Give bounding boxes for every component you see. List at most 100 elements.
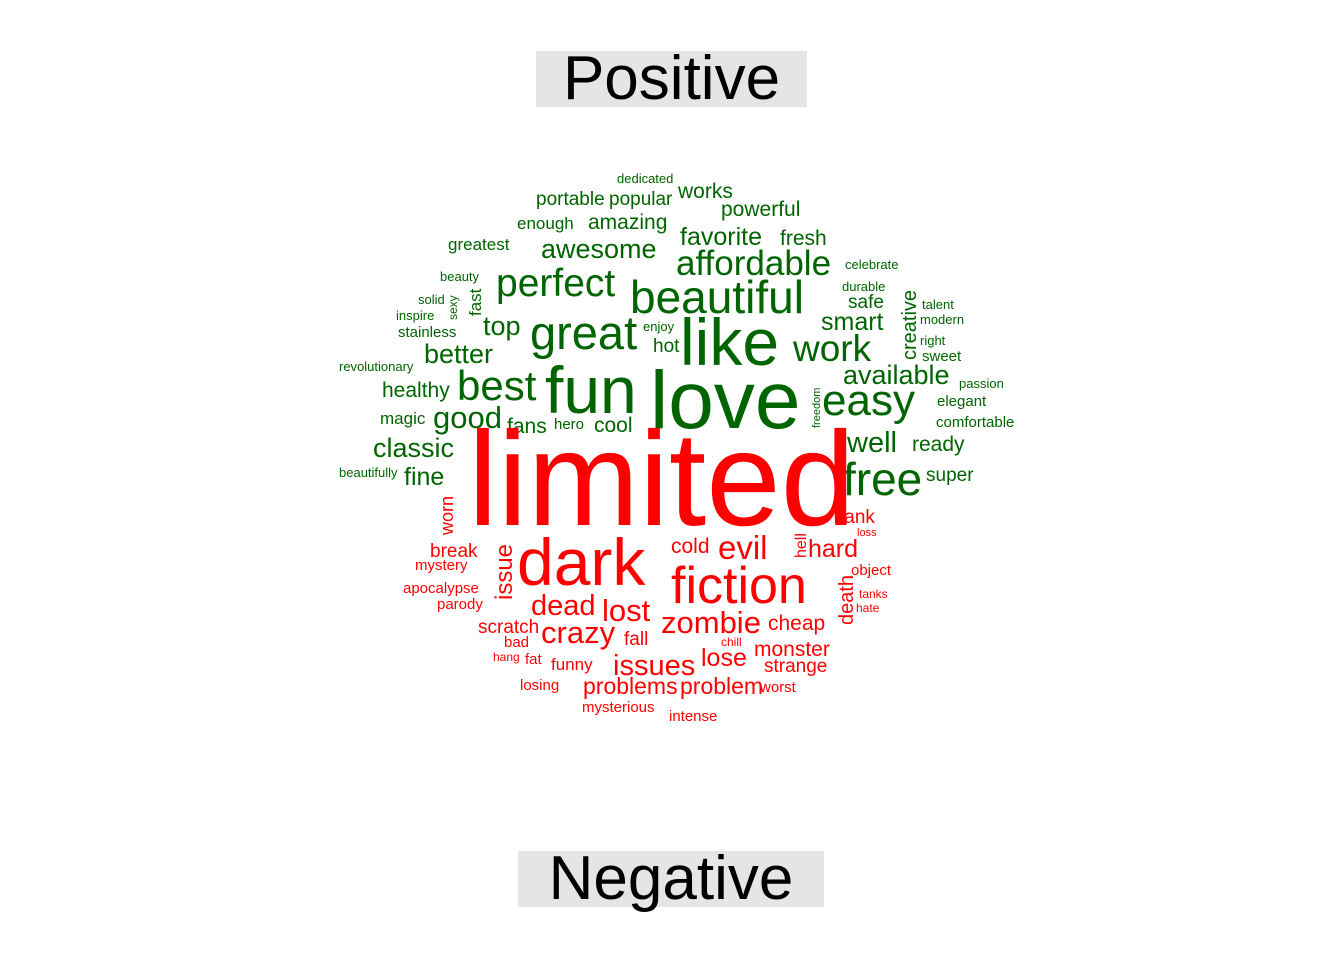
negative-word-crazy: crazy — [541, 615, 616, 650]
positive-word-sweet: sweet — [922, 348, 962, 365]
positive-word-affordable: affordable — [676, 244, 831, 283]
positive-word-healthy: healthy — [382, 379, 450, 402]
positive-word-ready: ready — [912, 433, 965, 456]
negative-word-intense: intense — [669, 708, 717, 725]
positive-word-great: great — [530, 306, 637, 359]
positive-word-love: love — [650, 355, 800, 446]
positive-word-celebrate: celebrate — [845, 257, 898, 272]
positive-word-work: work — [792, 328, 872, 369]
positive-word-cool: cool — [594, 414, 633, 437]
positive-word-magic: magic — [380, 409, 426, 428]
positive-word-safe: safe — [848, 292, 884, 313]
negative-word-fat: fat — [525, 651, 543, 668]
positive-word-best: best — [457, 362, 537, 409]
negative-word-hard: hard — [808, 535, 858, 563]
negative-word-issue: issue — [491, 544, 518, 600]
negative-word-problem: problem — [680, 673, 763, 699]
positive-word-classic: classic — [373, 433, 454, 463]
negative-word-strange: strange — [764, 656, 827, 677]
positive-word-top: top — [483, 311, 521, 341]
negative-word-mysterious: mysterious — [582, 699, 655, 716]
positive-word-comfortable: comfortable — [936, 414, 1014, 431]
positive-word-beautifully: beautifully — [339, 465, 398, 480]
positive-word-elegant: elegant — [937, 393, 987, 410]
negative-word-dead: dead — [531, 590, 596, 622]
positive-word-available: available — [843, 360, 950, 390]
positive-word-hot: hot — [653, 336, 680, 357]
positive-word-solid: solid — [418, 292, 445, 307]
positive-word-better: better — [424, 339, 493, 369]
negative-word-worn: worn — [437, 496, 457, 536]
negative-word-worst: worst — [759, 679, 797, 696]
positive-word-greatest: greatest — [448, 235, 510, 254]
positive-word-popular: popular — [609, 189, 673, 210]
negative-word-issues: issues — [613, 650, 695, 682]
positive-word-stainless: stainless — [398, 324, 456, 341]
negative-word-funny: funny — [551, 655, 593, 674]
positive-word-super: super — [926, 465, 974, 486]
positive-word-fine: fine — [404, 463, 444, 491]
positive-word-beauty: beauty — [440, 269, 480, 284]
negative-word-chill: chill — [721, 635, 742, 649]
negative-word-dark: dark — [517, 525, 646, 599]
negative-word-tanks: tanks — [859, 587, 888, 601]
negative-word-tank: tank — [839, 507, 875, 528]
positive-word-awesome: awesome — [541, 234, 657, 264]
positive-label: Positive — [536, 48, 807, 110]
positive-word-fast: fast — [466, 288, 485, 316]
positive-word-hero: hero — [554, 416, 584, 433]
negative-word-fiction: fiction — [671, 557, 807, 615]
positive-word-inspire: inspire — [396, 308, 434, 323]
positive-word-durable: durable — [842, 279, 885, 294]
positive-word-freedom: freedom — [811, 388, 823, 428]
positive-word-works: works — [677, 180, 733, 203]
positive-word-beautiful: beautiful — [630, 271, 804, 323]
negative-word-problems: problems — [583, 673, 678, 699]
negative-word-mystery: mystery — [415, 557, 468, 574]
negative-word-evil: evil — [718, 529, 768, 566]
positive-word-smart: smart — [821, 308, 884, 336]
negative-word-object: object — [851, 562, 892, 579]
negative-word-monster: monster — [754, 638, 830, 661]
negative-word-lose: lose — [701, 644, 747, 672]
negative-word-death: death — [836, 575, 858, 625]
negative-word-hang: hang — [493, 650, 520, 664]
positive-word-revolutionary: revolutionary — [339, 359, 414, 374]
positive-word-well: well — [846, 427, 897, 459]
positive-word-good: good — [433, 400, 502, 435]
positive-word-creative: creative — [899, 290, 921, 360]
negative-word-cheap: cheap — [768, 612, 825, 635]
negative-word-parody: parody — [437, 596, 483, 613]
negative-word-zombie: zombie — [661, 605, 761, 640]
positive-word-amazing: amazing — [588, 211, 667, 234]
positive-word-free: free — [843, 453, 922, 505]
negative-word-hate: hate — [856, 601, 880, 615]
positive-word-sexy: sexy — [446, 295, 460, 320]
negative-word-hell: hell — [793, 533, 810, 558]
negative-word-loss: loss — [857, 527, 877, 539]
negative-word-apocalypse: apocalypse — [403, 580, 479, 597]
negative-word-fall: fall — [624, 629, 648, 650]
negative-word-cold: cold — [671, 535, 710, 558]
positive-word-favorite: favorite — [680, 223, 762, 251]
negative-label: Negative — [518, 848, 824, 910]
negative-word-bad: bad — [504, 634, 529, 651]
positive-word-powerful: powerful — [721, 198, 800, 221]
positive-word-perfect: perfect — [496, 262, 615, 305]
positive-word-enjoy: enjoy — [643, 319, 675, 334]
positive-word-right: right — [920, 333, 946, 348]
negative-word-break: break — [430, 541, 478, 562]
positive-word-enough: enough — [517, 214, 574, 233]
positive-word-dedicated: dedicated — [617, 171, 673, 186]
positive-word-fresh: fresh — [780, 227, 827, 250]
positive-word-portable: portable — [536, 189, 605, 210]
positive-word-talent: talent — [922, 297, 954, 312]
positive-word-fans: fans — [507, 415, 547, 438]
positive-word-fun: fun — [545, 353, 637, 427]
positive-word-like: like — [680, 305, 779, 379]
positive-word-passion: passion — [959, 376, 1004, 391]
negative-word-scratch: scratch — [478, 617, 539, 638]
negative-word-limited: limited — [468, 405, 855, 554]
negative-word-losing: losing — [520, 677, 559, 694]
